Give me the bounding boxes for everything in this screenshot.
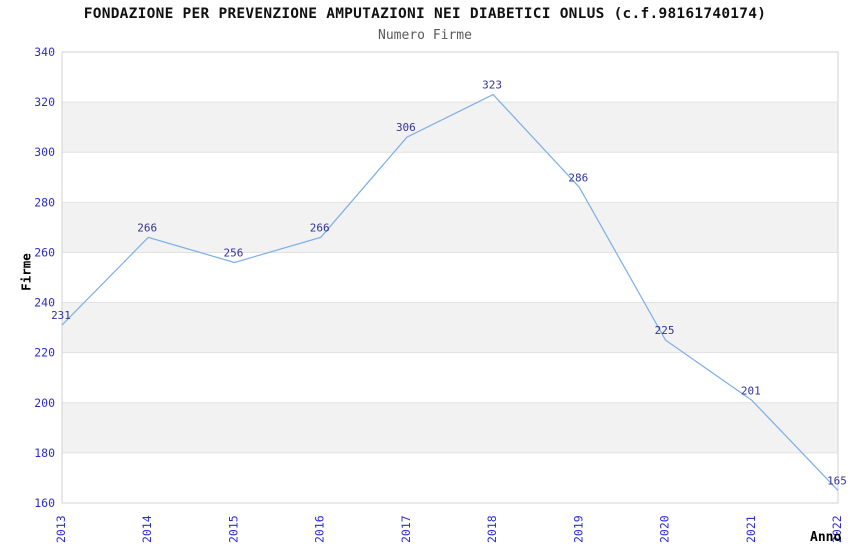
point-label: 165 (827, 474, 847, 487)
x-tick-label: 2016 (313, 515, 327, 543)
point-label: 266 (310, 221, 330, 234)
x-axis-title: Anno (810, 530, 842, 545)
point-label: 256 (224, 246, 244, 259)
point-label: 306 (396, 121, 416, 134)
point-label: 231 (51, 309, 71, 322)
x-tick-label: 2014 (140, 515, 154, 543)
y-axis-title: Firme (18, 253, 34, 291)
plot-border (61, 51, 839, 504)
y-tick-label: 180 (34, 446, 55, 460)
series-line (61, 93, 839, 491)
x-tick-label: 2022 (830, 515, 844, 543)
point-label: 286 (568, 171, 588, 184)
y-tick-label: 260 (34, 245, 55, 259)
x-tick-label: 2019 (571, 515, 585, 543)
y-tick-label: 340 (34, 45, 55, 59)
plot-band (62, 302, 838, 353)
point-label: 323 (482, 79, 502, 92)
x-tick-label: 2015 (226, 515, 240, 543)
x-tick-label: 2018 (485, 515, 499, 543)
x-tick-label: 2021 (744, 515, 758, 543)
point-label: 201 (741, 384, 761, 397)
y-tick-label: 240 (34, 296, 55, 310)
y-tick-label: 320 (34, 95, 55, 109)
chart-title: FONDAZIONE PER PREVENZIONE AMPUTAZIONI N… (83, 6, 767, 22)
point-label: 225 (655, 324, 675, 337)
plot-band (62, 402, 838, 453)
y-tick-label: 280 (34, 195, 55, 209)
plot-band (62, 102, 838, 153)
chart-subtitle: Numero Firme (378, 28, 472, 43)
x-tick-label: 2013 (54, 515, 68, 543)
y-tick-label: 160 (34, 496, 55, 510)
x-tick-label: 2017 (399, 515, 413, 543)
y-tick-label: 200 (34, 396, 55, 410)
y-tick-label: 300 (34, 145, 55, 159)
plot-band (62, 202, 838, 253)
y-tick-label: 220 (34, 346, 55, 360)
point-label: 266 (137, 221, 157, 234)
x-tick-label: 2020 (658, 515, 672, 543)
